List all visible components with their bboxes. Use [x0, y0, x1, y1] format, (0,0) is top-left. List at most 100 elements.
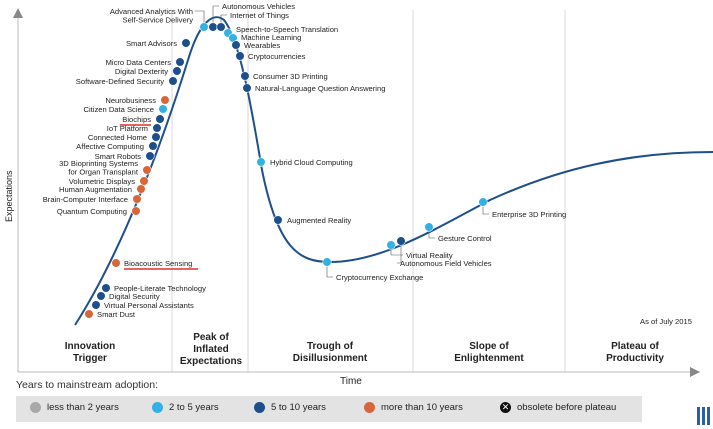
marker-citizen-data-science [158, 104, 168, 114]
marker-people-literate-technology [101, 283, 111, 293]
legend-label: 2 to 5 years [169, 402, 219, 413]
label-connected-home: Connected Home [88, 133, 147, 142]
label-smart-dust: Smart Dust [97, 310, 136, 319]
label-smart-robots: Smart Robots [95, 152, 142, 161]
marker-bioacoustic-sensing [111, 258, 121, 268]
marker-connected-home [151, 132, 161, 142]
label-affective-computing: Affective Computing [76, 142, 144, 151]
label-enterprise-3d-printing: Enterprise 3D Printing [492, 210, 566, 219]
marker-consumer-3d-printing [240, 71, 250, 81]
legend-label: obsolete before plateau [517, 402, 617, 413]
label-virtual-reality: Virtual Reality [406, 251, 453, 260]
as-of-date: As of July 2015 [640, 317, 692, 326]
phase-plateau-of-productivity: Plateau of Productivity [606, 341, 664, 364]
legend-label: 5 to 10 years [271, 402, 326, 413]
label-hybrid-cloud-computing: Hybrid Cloud Computing [270, 158, 353, 167]
marker-wearables [231, 40, 241, 50]
label-cryptocurrency-exchange: Cryptocurrency Exchange [336, 273, 423, 282]
dark-blue-dot-icon [254, 402, 265, 413]
marker-advanced-analytics-with-self-service-delivery [199, 22, 209, 32]
marker-quantum-computing [131, 206, 141, 216]
gray-dot-icon [30, 402, 41, 413]
label-speech-to-speech-translation: Speech-to-Speech Translation [236, 25, 338, 34]
leader-line [428, 231, 435, 239]
phase-slope-of-enlightenment: Slope of Enlightenment [454, 341, 524, 364]
marker-affective-computing [148, 141, 158, 151]
label-smart-advisors: Smart Advisors [126, 39, 177, 48]
label-neurobusiness: Neurobusiness [105, 96, 156, 105]
legend-item-more-than-10: more than 10 years [364, 402, 463, 413]
label-people-literate-technology: People-Literate Technology [114, 284, 206, 293]
legend-bar: less than 2 years 2 to 5 years 5 to 10 y… [16, 396, 642, 422]
marker-natural-language-question-answering [242, 83, 252, 93]
leader-line [195, 10, 205, 23]
marker-3d-bioprinting-systems-for-organ-transplant [142, 165, 152, 175]
label-internet-of-things: Internet of Things [230, 11, 289, 20]
phase-labels: Innovation Trigger Peak of Inflated Expectat… [65, 332, 665, 367]
label-volumetric-displays: Volumetric Displays [69, 177, 135, 186]
marker-digital-security [96, 291, 106, 301]
phase-dividers [171, 10, 566, 372]
label-brain-computer-interface: Brain-Computer Interface [43, 195, 128, 204]
x-axis-arrow-icon [690, 367, 700, 377]
marker-gesture-control [424, 222, 434, 232]
label-augmented-reality: Augmented Reality [287, 216, 351, 225]
label-citizen-data-science: Citizen Data Science [84, 105, 155, 114]
marker-cryptocurrency-exchange [322, 257, 332, 267]
label-iot-platform: IoT Platform [107, 124, 148, 133]
legend-item-obsolete: ✕ obsolete before plateau [500, 402, 616, 413]
label-cryptocurrencies: Cryptocurrencies [248, 52, 306, 61]
marker-biochips [155, 114, 165, 124]
label-human-augmentation: Human Augmentation [59, 185, 132, 194]
label-machine-learning: Machine Learning [241, 33, 301, 42]
light-blue-dot-icon [152, 402, 163, 413]
label-autonomous-vehicles: Autonomous Vehicles [222, 2, 295, 11]
label-gesture-control: Gesture Control [438, 234, 492, 243]
leader-line [397, 245, 402, 264]
orange-dot-icon [364, 402, 375, 413]
legend-item-2-to-5: 2 to 5 years [152, 402, 219, 413]
y-axis-label: Expectations [4, 170, 14, 222]
leader-line [220, 14, 227, 23]
leader-line [390, 249, 403, 256]
label-advanced-analytics-with-self-service-delivery: Advanced Analytics With Self-Service Deli… [110, 7, 193, 25]
marker-autonomous-field-vehicles [396, 236, 406, 246]
marker-autonomous-vehicles [208, 22, 218, 32]
marker-virtual-personal-assistants [91, 300, 101, 310]
legend-label: less than 2 years [47, 402, 119, 413]
marker-internet-of-things [216, 22, 226, 32]
label-digital-security: Digital Security [109, 292, 160, 301]
legend-item-less-than-2: less than 2 years [30, 402, 119, 413]
leader-lines [195, 5, 489, 278]
phase-trough-of-disillusionment: Trough of Disillusionment [293, 341, 368, 364]
y-axis-arrow-icon [13, 8, 23, 18]
leader-line [212, 5, 219, 23]
leader-line [482, 206, 489, 215]
label-natural-language-question-answering: Natural-Language Question Answering [255, 84, 385, 93]
marker-enterprise-3d-printing [478, 197, 488, 207]
label-digital-dexterity: Digital Dexterity [115, 67, 168, 76]
technology-markers [84, 22, 488, 319]
corner-logo-icon [697, 407, 711, 425]
label-micro-data-centers: Micro Data Centers [106, 58, 172, 67]
label-wearables: Wearables [244, 41, 280, 50]
label-quantum-computing: Quantum Computing [57, 207, 127, 216]
leader-line [326, 266, 333, 278]
marker-iot-platform [152, 123, 162, 133]
marker-augmented-reality [273, 215, 283, 225]
marker-virtual-reality [386, 240, 396, 250]
x-axis-label: Time [340, 376, 362, 387]
marker-hybrid-cloud-computing [256, 157, 266, 167]
legend-title: Years to mainstream adoption: [16, 379, 159, 391]
marker-cryptocurrencies [235, 51, 245, 61]
marker-volumetric-displays [139, 176, 149, 186]
label-virtual-personal-assistants: Virtual Personal Assistants [104, 301, 194, 310]
label-biochips: Biochips [122, 115, 151, 124]
marker-neurobusiness [160, 95, 170, 105]
label-software-defined-security: Software-Defined Security [76, 77, 164, 86]
legend-label: more than 10 years [381, 402, 463, 413]
marker-brain-computer-interface [132, 194, 142, 204]
marker-software-defined-security [168, 76, 178, 86]
marker-digital-dexterity [172, 66, 182, 76]
